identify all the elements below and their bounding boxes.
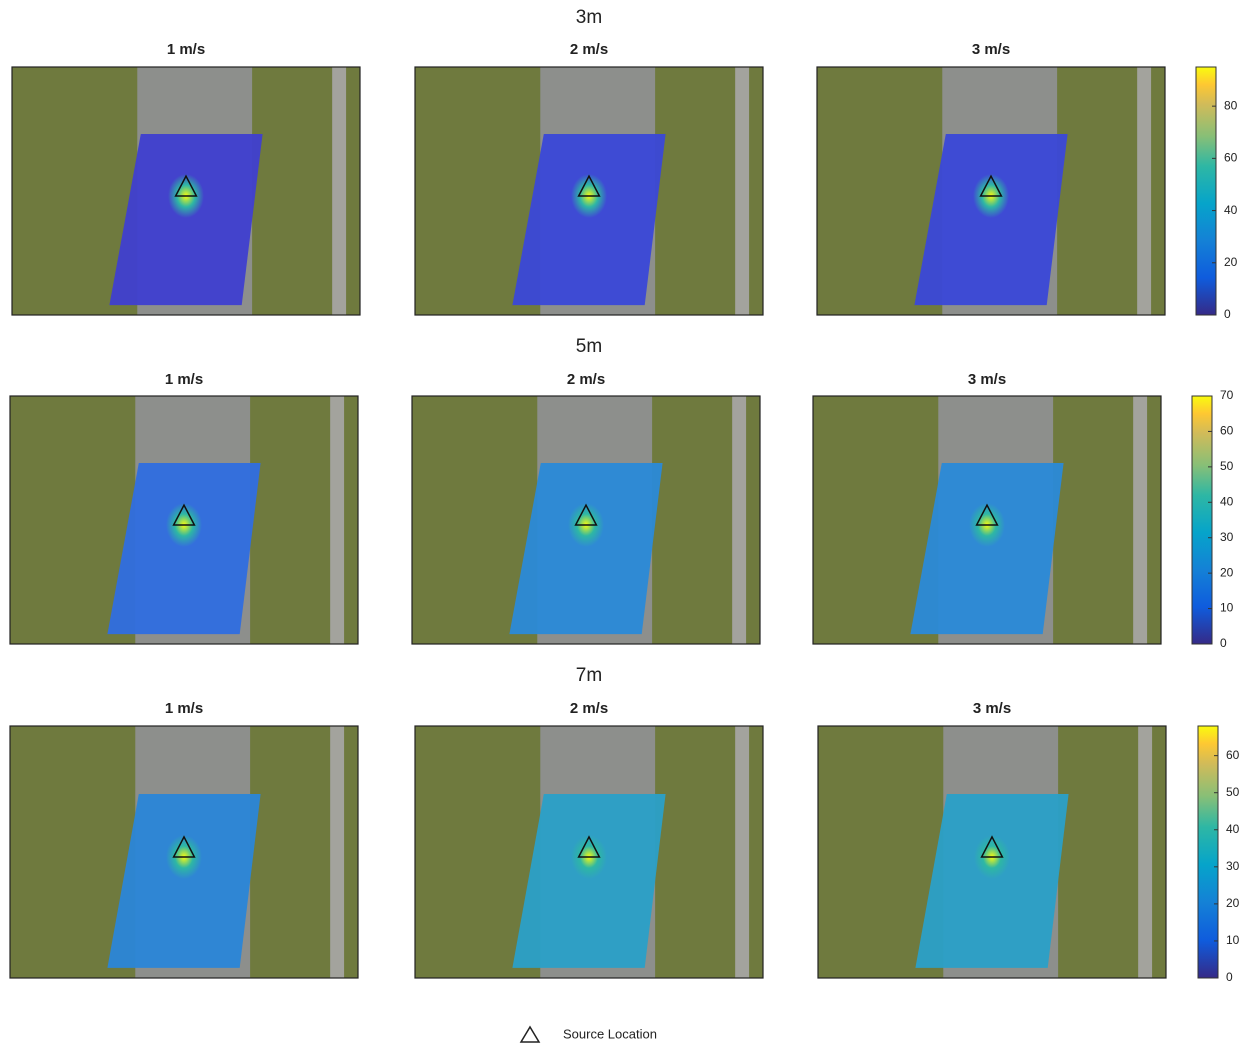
road-edge (735, 726, 749, 978)
colorbar-tick-label: 30 (1226, 859, 1240, 873)
road-edge (1138, 726, 1152, 978)
colorbar-tick-label: 40 (1220, 494, 1234, 508)
colorbar-tick-label: 10 (1226, 933, 1240, 947)
road-edge (330, 726, 344, 978)
colorbar-tick-label: 0 (1226, 970, 1233, 984)
colorbar-tick-label: 50 (1226, 785, 1240, 799)
subplot-title: 1 m/s (167, 41, 205, 58)
colorbar (1196, 67, 1216, 315)
colorbar-tick-label: 60 (1226, 748, 1240, 762)
road-edge (332, 67, 346, 315)
road-edge (732, 396, 746, 644)
colorbar-tick-label: 20 (1220, 565, 1234, 579)
subplot-title: 2 m/s (567, 371, 605, 388)
subplot-title: 2 m/s (570, 700, 608, 717)
road-edge (1137, 67, 1151, 315)
figure: Source Location 3m 1 m/s 2 m/s 3 m/s 0 20 40 60… (0, 0, 1255, 1047)
colorbar-tick-label: 30 (1220, 530, 1234, 544)
colorbar-tick-label: 80 (1224, 98, 1238, 112)
legend-marker (521, 1027, 539, 1042)
colorbar-tick-label: 40 (1224, 203, 1238, 217)
legend: Source Location (521, 1026, 657, 1042)
row-title: 7m (576, 665, 602, 686)
colorbar-tick-label: 60 (1220, 424, 1234, 438)
road-edge (330, 396, 344, 644)
subplot-title: 3 m/s (973, 700, 1011, 717)
subplot-title: 1 m/s (165, 700, 203, 717)
colorbar-tick-label: 0 (1220, 636, 1227, 650)
colorbar-tick-label: 70 (1220, 388, 1234, 402)
colorbar-tick-label: 40 (1226, 822, 1240, 836)
road-edge (735, 67, 749, 315)
colorbar-tick-label: 60 (1224, 151, 1238, 165)
subplot-title: 3 m/s (968, 371, 1006, 388)
subplot-title: 2 m/s (570, 41, 608, 58)
colorbar-tick-label: 10 (1220, 601, 1234, 615)
subplot-title: 3 m/s (972, 41, 1010, 58)
legend-label: Source Location (563, 1026, 657, 1041)
colorbar (1198, 726, 1218, 978)
colorbar-tick-label: 0 (1224, 307, 1231, 321)
colorbar-tick-label: 20 (1224, 255, 1238, 269)
colorbar-tick-label: 20 (1226, 896, 1240, 910)
road-edge (1133, 396, 1147, 644)
colorbar (1192, 396, 1212, 644)
row-title: 5m (576, 336, 602, 357)
subplot-title: 1 m/s (165, 371, 203, 388)
row-title: 3m (576, 7, 602, 28)
colorbar-tick-label: 50 (1220, 459, 1234, 473)
